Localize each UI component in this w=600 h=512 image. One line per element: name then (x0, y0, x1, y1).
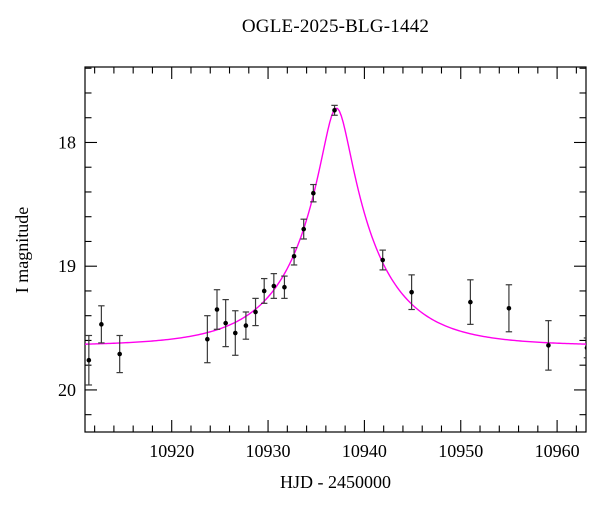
tick-labels: 10920 10930 10940 10950 10960 18 19 20 (58, 132, 580, 461)
data-point (281, 275, 288, 299)
photometry-marker (546, 343, 551, 348)
data-point (505, 284, 513, 333)
photometry-marker (261, 288, 267, 294)
x-tick-label: 10940 (342, 441, 387, 461)
data-point (408, 274, 415, 311)
data-point (261, 277, 268, 304)
chart-title: OGLE-2025-BLG-1442 (241, 16, 430, 37)
data-point (232, 310, 239, 356)
photometry-marker (86, 357, 92, 363)
photometry-marker (271, 283, 277, 289)
photometry-marker (506, 305, 512, 311)
photometry-marker (468, 299, 473, 305)
photometry-marker (223, 320, 228, 326)
data-point (300, 218, 307, 240)
x-tick-label: 10950 (438, 441, 483, 461)
y-ticks (85, 67, 586, 416)
data-point (270, 273, 278, 299)
x-ticks (94, 67, 577, 432)
data-point (310, 183, 317, 203)
x-axis-label: HJD - 2450000 (280, 472, 391, 492)
photometry-marker (291, 254, 297, 259)
data-point (331, 104, 338, 116)
data-point (290, 247, 298, 266)
data-point (583, 337, 586, 359)
data-point (116, 334, 123, 374)
data-point (222, 299, 229, 348)
data-point (213, 289, 221, 330)
plot-frame (84, 66, 587, 433)
photometry-marker (243, 323, 249, 328)
photometry-marker (117, 351, 122, 357)
photometry-marker (214, 307, 220, 312)
photometry-marker (282, 284, 287, 290)
photometry-marker (311, 190, 316, 196)
data-point (467, 279, 474, 325)
data-points (85, 104, 586, 386)
data-point (252, 297, 259, 327)
photometry-marker (253, 309, 258, 315)
data-point (242, 311, 250, 340)
x-tick-label: 10960 (535, 441, 580, 461)
data-point (98, 305, 105, 344)
x-tick-label: 10930 (246, 441, 291, 461)
data-point (379, 249, 386, 271)
data-point (204, 315, 211, 364)
y-tick-label: 19 (58, 256, 76, 276)
photometry-marker (205, 336, 210, 342)
photometry-marker (409, 289, 414, 295)
photometry-marker (332, 108, 337, 113)
photometry-marker (301, 226, 307, 232)
photometry-marker (584, 345, 586, 350)
photometry-marker (99, 322, 104, 327)
photometry-marker (380, 257, 386, 263)
y-tick-label: 20 (58, 380, 76, 400)
y-tick-label: 18 (58, 132, 76, 152)
data-point (85, 334, 93, 386)
photometry-marker (233, 330, 238, 336)
data-point (545, 320, 552, 371)
x-tick-label: 10920 (149, 441, 194, 461)
